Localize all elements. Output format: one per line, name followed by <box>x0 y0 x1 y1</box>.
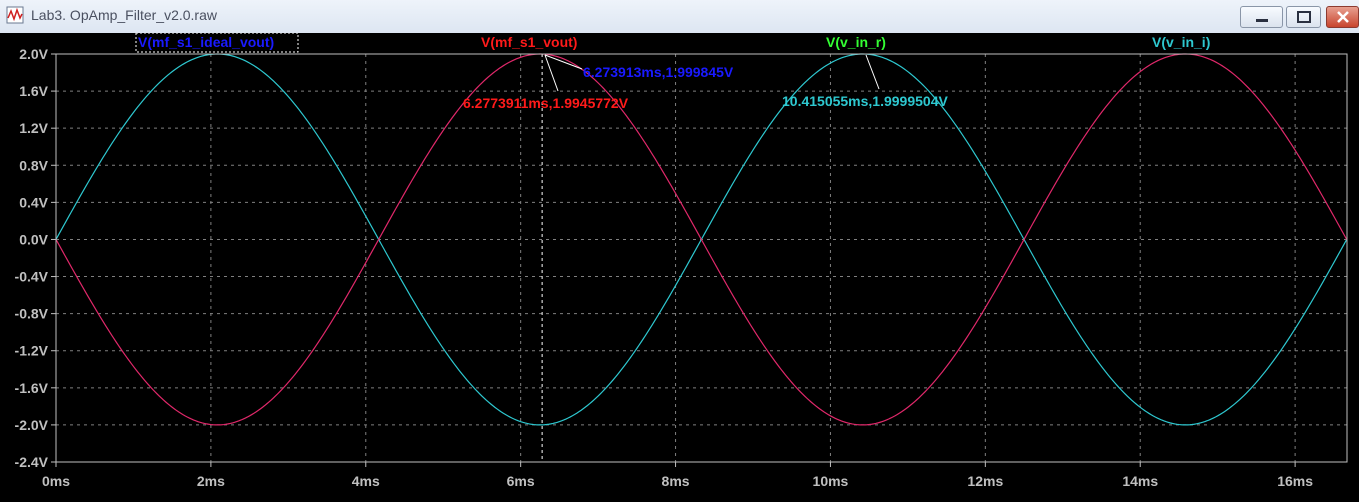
selected-trace-box <box>135 33 299 53</box>
minimize-button[interactable] <box>1240 6 1283 28</box>
title-bar: Lab3. OpAmp_Filter_v2.0.raw <box>0 0 1359 33</box>
minimize-icon <box>1256 19 1268 22</box>
annotation-arrow-cyan <box>865 54 880 90</box>
cursor-readout-red: 6.2773911ms,1.9945772V <box>463 95 629 111</box>
x-tick-label: 16ms <box>1277 473 1313 489</box>
y-tick-label: 1.2V <box>19 120 48 136</box>
x-axis-ticks: 0ms 2ms 4ms 6ms 8ms 10ms 12ms 14ms 16ms <box>42 462 1313 489</box>
x-tick-label: 10ms <box>813 473 849 489</box>
x-tick-label: 2ms <box>197 473 225 489</box>
grid <box>56 53 1347 463</box>
x-tick-label: 14ms <box>1122 473 1158 489</box>
y-tick-label: 0.0V <box>19 231 48 247</box>
plot-border <box>55 53 1348 463</box>
waveform-plot[interactable]: 2.0V 1.6V 1.2V 0.8V 0.4V 0.0V -0.4V -0.8V -1.2V -… <box>0 33 1359 502</box>
legend-v-in-i[interactable]: V(v_in_i) <box>1152 34 1210 50</box>
annotation-arrow-red <box>544 54 559 92</box>
cursor-readout-cyan: 10.415055ms,1.9999504V <box>782 93 948 109</box>
y-tick-label: 1.6V <box>19 83 48 99</box>
x-tick-label: 8ms <box>662 473 690 489</box>
legend-v-in-r[interactable]: V(v_in_r) <box>826 34 886 50</box>
y-tick-label: -1.2V <box>15 343 49 359</box>
y-tick-label: -2.4V <box>15 454 49 470</box>
y-tick-label: 2.0V <box>19 46 48 62</box>
x-tick-label: 0ms <box>42 473 70 489</box>
maximize-icon <box>1297 11 1311 23</box>
y-tick-label: -0.4V <box>15 269 49 285</box>
trace-mf-s1-vout[interactable] <box>55 53 1348 426</box>
y-tick-label: -2.0V <box>15 417 49 433</box>
annotation-arrow-blue <box>544 54 583 70</box>
legend-ideal-vout[interactable]: V(mf_s1_ideal_vout) <box>138 34 274 50</box>
x-tick-label: 12ms <box>967 473 1003 489</box>
waveform-app-icon[interactable] <box>6 6 24 24</box>
legend-mf-s1-vout[interactable]: V(mf_s1_vout) <box>481 34 577 50</box>
y-tick-label: 0.8V <box>19 157 48 173</box>
window-title: Lab3. OpAmp_Filter_v2.0.raw <box>31 7 217 23</box>
y-tick-label: -0.8V <box>15 306 49 322</box>
y-tick-label: 0.4V <box>19 194 48 210</box>
x-tick-label: 4ms <box>352 473 380 489</box>
close-icon <box>1337 11 1349 23</box>
y-axis-ticks: 2.0V 1.6V 1.2V 0.8V 0.4V 0.0V -0.4V -0.8V -1.2V -… <box>15 46 56 470</box>
cursor-readout-blue: 6.273913ms,1.999845V <box>583 64 734 80</box>
y-tick-label: -1.6V <box>15 380 49 396</box>
maximize-button[interactable] <box>1286 6 1321 28</box>
x-tick-label: 6ms <box>507 473 535 489</box>
close-button[interactable] <box>1326 6 1359 28</box>
